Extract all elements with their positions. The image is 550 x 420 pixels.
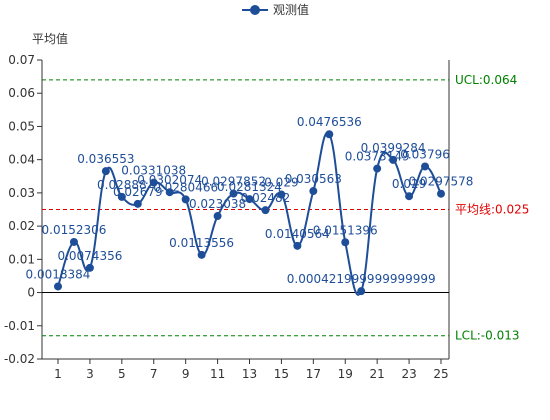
data-point[interactable] xyxy=(293,241,302,250)
x-tick-label: 1 xyxy=(54,367,62,381)
data-point[interactable] xyxy=(165,188,174,197)
data-label: 0.0331038 xyxy=(121,164,186,178)
data-point[interactable] xyxy=(373,164,382,173)
y-tick-label: 0.06 xyxy=(8,86,35,100)
data-label: 0.02679 xyxy=(113,185,163,199)
data-label: 0.02888 xyxy=(97,178,147,192)
y-tick-label: 0 xyxy=(27,286,35,300)
x-tick-label: 7 xyxy=(150,367,158,381)
y-tick-label: 0.04 xyxy=(8,153,35,167)
axes: 0.07 0.06 0.05 0.04 0.03 0.02 0.01 0 -0.01 -0.02 1… xyxy=(4,53,450,381)
y-tick-label: 0.05 xyxy=(8,119,35,133)
data-label: 0.0281324 xyxy=(217,180,282,194)
y-tick-label: -0.01 xyxy=(4,319,35,333)
x-tick-label: 11 xyxy=(210,367,225,381)
x-tick-label: 13 xyxy=(242,367,257,381)
data-point[interactable] xyxy=(54,282,62,291)
data-point[interactable] xyxy=(69,237,78,246)
y-tick-label: 0.01 xyxy=(8,252,35,266)
data-label: 0.0152306 xyxy=(42,223,107,237)
y-tick-label: 0.02 xyxy=(8,219,35,233)
data-point[interactable] xyxy=(261,206,270,215)
legend-label[interactable]: 观测值 xyxy=(273,2,309,17)
data-point[interactable] xyxy=(101,167,110,176)
data-point[interactable] xyxy=(149,178,158,187)
data-label: 0.0297852 xyxy=(201,175,266,189)
data-label: 0.0476536 xyxy=(297,115,362,129)
x-tick-label: 17 xyxy=(306,367,321,381)
data-point[interactable] xyxy=(213,212,222,221)
legend-marker[interactable] xyxy=(250,5,260,15)
data-label: 0.000421999999999999 xyxy=(287,272,436,286)
data-point[interactable] xyxy=(357,287,366,296)
reference-line-label: LCL:-0.013 xyxy=(455,329,519,343)
data-label: 0.029 xyxy=(392,177,426,191)
data-point[interactable] xyxy=(325,130,334,139)
x-tick-label: 3 xyxy=(86,367,94,381)
x-tick-label: 23 xyxy=(401,367,416,381)
data-label: 0.0302074 xyxy=(137,173,202,187)
data-label: 0.0297578 xyxy=(409,175,474,189)
data-label: 0.036553 xyxy=(77,152,134,166)
data-point[interactable] xyxy=(389,155,398,164)
data-label: 0.02482 xyxy=(241,191,291,205)
data-label: 0.0140564 xyxy=(265,227,330,241)
data-label: 0.0113556 xyxy=(169,236,234,250)
data-point[interactable] xyxy=(421,162,430,171)
x-tick-label: 25 xyxy=(433,367,448,381)
data-point[interactable] xyxy=(341,238,350,247)
data-label: 0.029 xyxy=(264,176,298,190)
data-point[interactable] xyxy=(181,195,190,204)
data-point[interactable] xyxy=(277,190,286,199)
data-point[interactable] xyxy=(405,192,414,201)
data-label: 0.0151396 xyxy=(313,223,378,237)
data-label: 0.0074356 xyxy=(57,249,122,263)
data-label: 0.0399284 xyxy=(361,141,426,155)
x-tick-label: 21 xyxy=(370,367,385,381)
data-point[interactable] xyxy=(229,189,238,198)
y-axis-title: 平均值 xyxy=(32,31,68,46)
data-labels: 0.0018384 0.0152306 0.0074356 0.036553 0.028… xyxy=(26,115,474,286)
reference-line-label: 平均线:0.025 xyxy=(455,203,529,217)
y-tick-label: 0.03 xyxy=(8,186,35,200)
reference-line-label: UCL:0.064 xyxy=(455,73,517,87)
data-label: 0.0373149 xyxy=(345,150,410,164)
y-tick-label: -0.02 xyxy=(4,352,35,366)
data-point[interactable] xyxy=(133,199,142,208)
x-tick-label: 19 xyxy=(338,367,353,381)
reference-lines: UCL:0.064 平均线:0.025 LCL:-0.013 xyxy=(42,73,529,343)
data-label: 0.030563 xyxy=(285,172,342,186)
data-point[interactable] xyxy=(309,187,318,196)
data-point[interactable] xyxy=(437,189,445,198)
y-tick-label: 0.07 xyxy=(8,53,35,67)
data-point[interactable] xyxy=(245,195,254,204)
x-tick-label: 15 xyxy=(274,367,289,381)
data-label: 0.0280466 xyxy=(153,180,218,194)
data-label: 0.03796 xyxy=(400,147,450,161)
x-tick-label: 9 xyxy=(182,367,190,381)
data-label: 0.0018384 xyxy=(26,267,91,281)
series-observed xyxy=(54,130,445,296)
data-point[interactable] xyxy=(85,263,94,272)
data-point[interactable] xyxy=(197,250,206,259)
legend[interactable]: 观测值 xyxy=(242,2,309,17)
data-label: 0.023038 xyxy=(189,197,246,211)
x-tick-label: 5 xyxy=(118,367,126,381)
data-point[interactable] xyxy=(117,192,126,201)
